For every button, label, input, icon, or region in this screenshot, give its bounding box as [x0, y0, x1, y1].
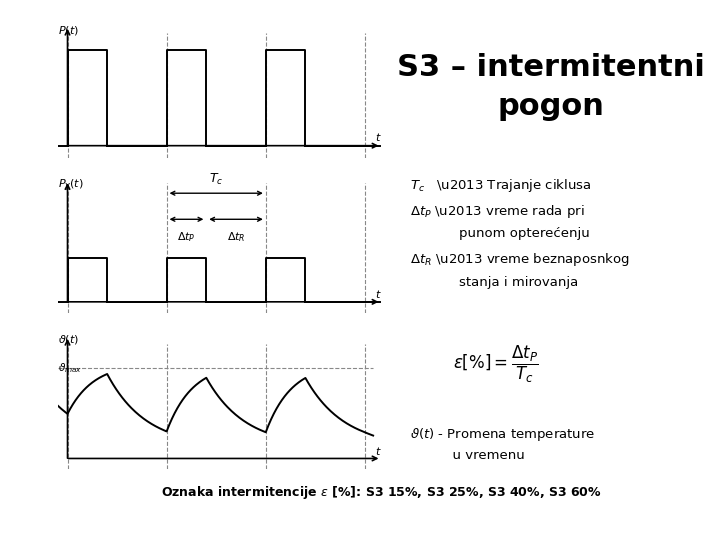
Text: $T_c$   \u2013 Trajanje ciklusa: $T_c$ \u2013 Trajanje ciklusa	[410, 177, 591, 194]
Text: $\vartheta(t)$: $\vartheta(t)$	[58, 333, 78, 346]
Text: $t$: $t$	[374, 131, 382, 143]
Text: $T_c$: $T_c$	[209, 172, 223, 187]
Text: punom opterećenju: punom opterećenju	[459, 227, 590, 240]
Text: $t$: $t$	[374, 287, 382, 300]
Text: $P(t)$: $P(t)$	[58, 24, 78, 37]
Text: $\Delta t_R$ \u2013 vreme beznaposnkog: $\Delta t_R$ \u2013 vreme beznaposnkog	[410, 251, 629, 268]
Text: $P_\gamma(t)$: $P_\gamma(t)$	[58, 178, 84, 194]
Text: $\Delta t_P$: $\Delta t_P$	[177, 230, 196, 244]
Text: S3 – intermitentni
pogon: S3 – intermitentni pogon	[397, 53, 706, 120]
Text: $t$: $t$	[374, 445, 382, 457]
Text: Oznaka intermitencije $\varepsilon$ [%]: S3 15%, S3 25%, S3 40%, S3 60%: Oznaka intermitencije $\varepsilon$ [%]:…	[161, 484, 602, 501]
Text: stanja i mirovanja: stanja i mirovanja	[459, 275, 578, 288]
Text: $\Delta t_R$: $\Delta t_R$	[227, 230, 246, 244]
Text: $\vartheta_{max}$: $\vartheta_{max}$	[58, 361, 82, 375]
Text: $\vartheta(t)$ - Promena temperature
          u vremenu: $\vartheta(t)$ - Promena temperature u v…	[410, 426, 595, 462]
Text: $\Delta t_P$ \u2013 vreme rada pri: $\Delta t_P$ \u2013 vreme rada pri	[410, 202, 584, 220]
Text: $\varepsilon[\%] = \dfrac{\Delta t_P}{T_c}$: $\varepsilon[\%] = \dfrac{\Delta t_P}{T_…	[453, 344, 539, 385]
